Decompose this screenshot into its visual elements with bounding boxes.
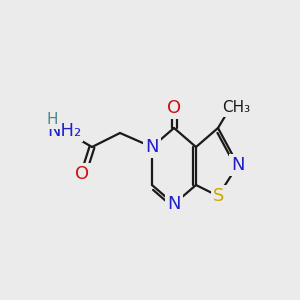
Text: N: N: [167, 195, 181, 213]
Text: NH₂: NH₂: [47, 122, 81, 140]
Text: O: O: [75, 165, 89, 183]
Text: N: N: [231, 156, 245, 174]
Text: CH₃: CH₃: [222, 100, 250, 116]
Text: O: O: [167, 99, 181, 117]
Text: N: N: [145, 138, 159, 156]
Text: S: S: [213, 187, 225, 205]
Text: H: H: [46, 112, 58, 128]
